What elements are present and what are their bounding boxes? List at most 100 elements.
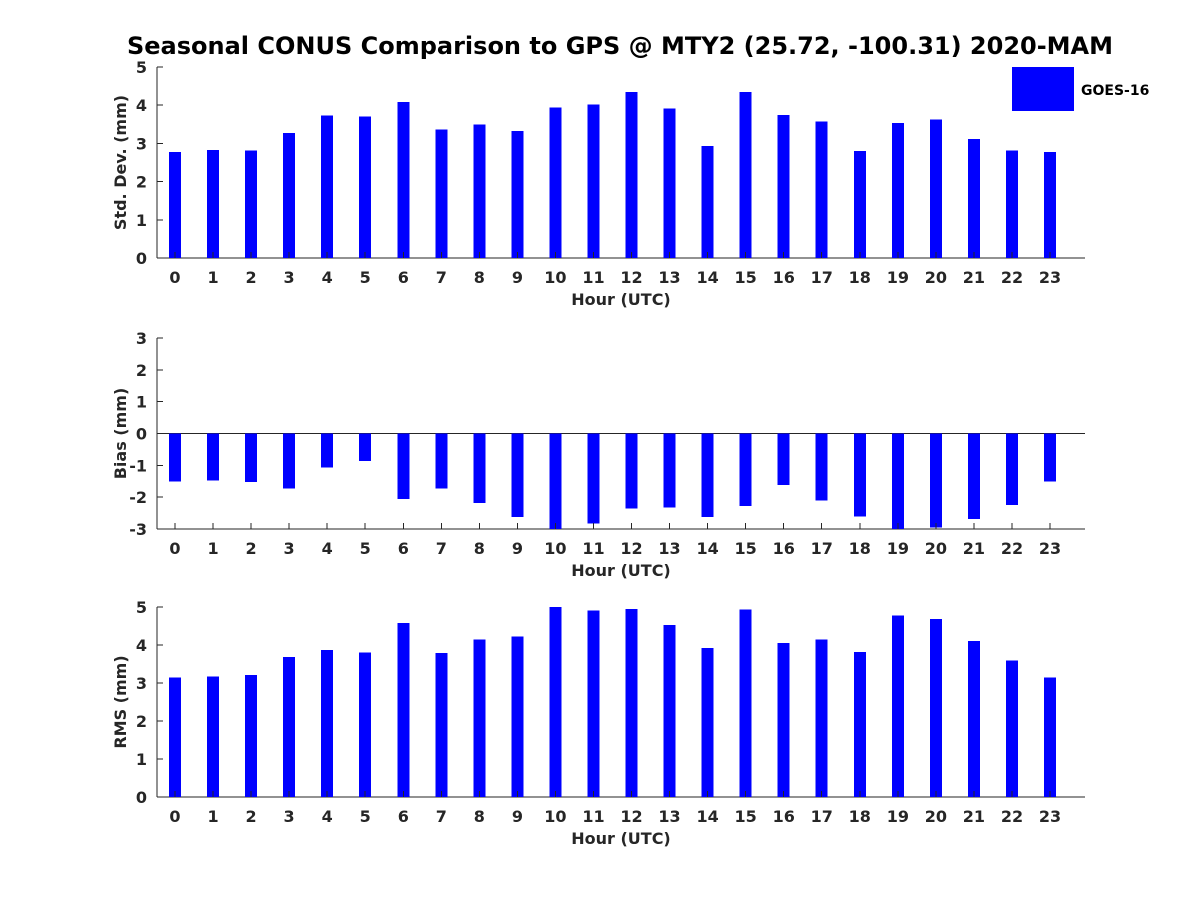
y-tick-label: 1 xyxy=(136,393,147,412)
legend-swatch xyxy=(1012,67,1074,111)
bar xyxy=(1044,433,1056,482)
x-tick-label: 12 xyxy=(620,539,642,558)
bar xyxy=(929,119,942,258)
bar xyxy=(1044,152,1056,258)
x-tick-label: 0 xyxy=(169,807,180,826)
bar xyxy=(359,433,372,462)
x-tick-label: 17 xyxy=(811,807,833,826)
x-tick-label: 0 xyxy=(169,539,180,558)
legend: GOES-16 xyxy=(1012,67,1149,111)
x-tick-label: 19 xyxy=(887,807,909,826)
x-tick-label: 9 xyxy=(512,268,523,287)
bar xyxy=(587,104,600,258)
y-tick-label: 4 xyxy=(136,96,147,115)
bar xyxy=(1005,150,1018,258)
bar xyxy=(967,641,980,797)
bar xyxy=(283,433,296,489)
x-tick-label: 9 xyxy=(512,539,523,558)
x-tick-label: 15 xyxy=(735,268,757,287)
bar xyxy=(777,433,790,486)
bar xyxy=(397,101,410,259)
x-tick-label: 1 xyxy=(207,268,218,287)
y-tick-label: 5 xyxy=(136,58,147,77)
y-tick-label: 3 xyxy=(136,134,147,153)
x-tick-label: 5 xyxy=(360,268,371,287)
x-tick-label: 11 xyxy=(582,807,604,826)
y-tick-label: 2 xyxy=(136,712,147,731)
x-tick-label: 7 xyxy=(436,539,447,558)
bar xyxy=(473,433,486,503)
x-tick-label: 21 xyxy=(963,268,985,287)
x-tick-label: 2 xyxy=(246,807,257,826)
x-tick-label: 22 xyxy=(1001,807,1023,826)
bar xyxy=(625,433,638,509)
x-tick-label: 20 xyxy=(925,539,947,558)
bar xyxy=(853,151,866,258)
y-tick-label: 0 xyxy=(136,249,147,268)
bar xyxy=(891,123,904,259)
bar xyxy=(663,433,676,508)
x-tick-label: 10 xyxy=(544,539,566,558)
bar xyxy=(245,675,258,797)
x-tick-label: 7 xyxy=(436,268,447,287)
x-tick-label: 19 xyxy=(887,268,909,287)
x-tick-label: 16 xyxy=(773,268,795,287)
bar xyxy=(359,652,372,797)
x-tick-label: 17 xyxy=(811,268,833,287)
x-tick-label: 6 xyxy=(398,539,409,558)
bar xyxy=(853,433,866,517)
bar xyxy=(435,652,448,797)
x-tick-label: 18 xyxy=(849,539,871,558)
y-tick-label: 3 xyxy=(136,329,147,348)
bar xyxy=(739,433,752,506)
bar xyxy=(435,433,448,489)
bar xyxy=(891,433,904,529)
x-tick-label: 11 xyxy=(582,268,604,287)
bar xyxy=(207,149,220,258)
bar xyxy=(245,433,258,482)
x-tick-label: 6 xyxy=(398,807,409,826)
bar xyxy=(511,636,524,797)
bar xyxy=(435,129,448,258)
bar xyxy=(891,615,904,797)
bar xyxy=(853,651,866,797)
bar xyxy=(321,433,334,468)
x-tick-label: 16 xyxy=(773,539,795,558)
bar xyxy=(777,643,790,797)
x-axis-label: Hour (UTC) xyxy=(571,561,671,580)
x-tick-label: 22 xyxy=(1001,268,1023,287)
x-tick-label: 22 xyxy=(1001,539,1023,558)
x-tick-label: 2 xyxy=(246,539,257,558)
bar xyxy=(169,677,181,797)
bar xyxy=(245,150,258,258)
x-axis-label: Hour (UTC) xyxy=(571,290,671,309)
x-tick-label: 7 xyxy=(436,807,447,826)
x-tick-label: 13 xyxy=(658,539,680,558)
x-tick-label: 18 xyxy=(849,807,871,826)
bar xyxy=(1044,677,1056,797)
x-tick-label: 23 xyxy=(1039,539,1061,558)
y-tick-label: 5 xyxy=(136,598,147,617)
y-tick-label: 4 xyxy=(136,636,147,655)
bar xyxy=(549,607,562,797)
bar xyxy=(663,625,676,797)
bar xyxy=(587,433,600,524)
x-tick-label: 12 xyxy=(620,268,642,287)
bar xyxy=(701,146,714,258)
x-tick-label: 14 xyxy=(696,268,718,287)
x-tick-label: 14 xyxy=(696,807,718,826)
x-tick-label: 12 xyxy=(620,807,642,826)
bar xyxy=(207,676,220,797)
bar xyxy=(397,433,410,499)
x-tick-label: 5 xyxy=(360,807,371,826)
x-tick-label: 11 xyxy=(582,539,604,558)
x-tick-label: 3 xyxy=(284,268,295,287)
x-tick-label: 5 xyxy=(360,539,371,558)
x-tick-label: 6 xyxy=(398,268,409,287)
y-tick-label: 0 xyxy=(136,425,147,444)
bar xyxy=(169,152,181,258)
bar xyxy=(359,116,372,258)
